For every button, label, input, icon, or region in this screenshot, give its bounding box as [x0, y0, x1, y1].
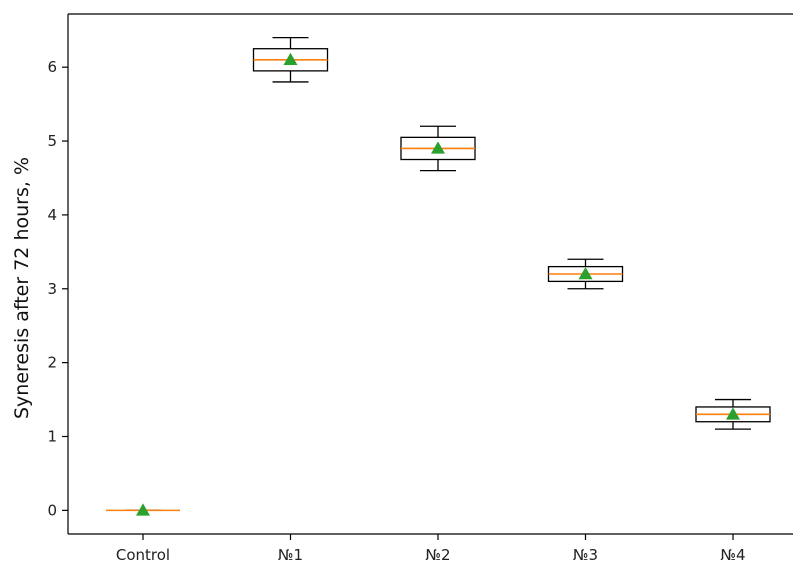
y-tick-label: 5	[47, 132, 57, 150]
mean-marker	[136, 503, 150, 516]
mean-marker	[726, 407, 740, 420]
x-tick-label: №4	[720, 546, 745, 561]
box-group	[106, 503, 180, 516]
mean-marker	[431, 141, 445, 154]
x-tick-label: №2	[425, 546, 450, 561]
y-tick-label: 2	[47, 354, 57, 372]
x-tick-label: №3	[573, 546, 598, 561]
box-group	[400, 125, 476, 172]
box-group	[695, 398, 771, 430]
boxes	[106, 36, 771, 516]
box-group	[547, 258, 624, 290]
mean-marker	[578, 267, 593, 280]
y-tick-label: 4	[47, 206, 57, 224]
y-tick-label: 1	[47, 428, 57, 446]
x-axis: Control №1 №2 №3 №4	[116, 534, 746, 561]
y-axis-title: Syneresis after 72 hours, %	[11, 157, 33, 419]
x-tick-label: Control	[116, 546, 170, 561]
x-tick-label: №1	[278, 546, 303, 561]
y-axis: 0 1 2 3 4 5 6	[47, 58, 68, 519]
plot-area	[67, 13, 793, 535]
y-tick-label: 6	[47, 58, 57, 76]
y-tick-label: 0	[47, 501, 57, 519]
y-tick-label: 3	[47, 280, 57, 298]
box-group	[252, 36, 329, 83]
mean-marker	[283, 52, 298, 66]
